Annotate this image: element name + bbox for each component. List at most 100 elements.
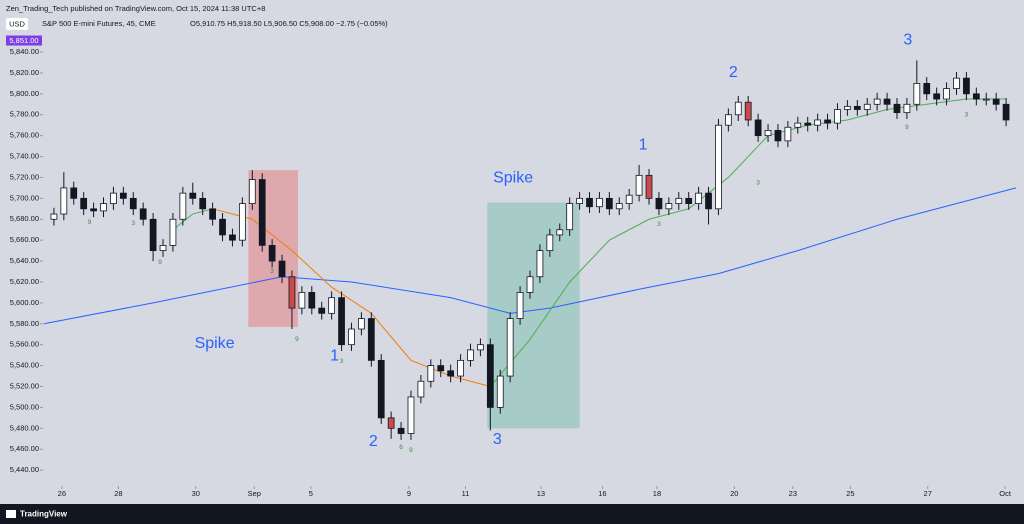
candle-body	[536, 250, 544, 278]
y-tick-label: 5,760.00	[10, 131, 39, 140]
price-label: 5,851.00	[9, 36, 38, 45]
annotation: 1	[330, 347, 339, 364]
candle-body	[685, 197, 693, 204]
candle-body	[655, 197, 663, 210]
candle-body	[963, 77, 970, 95]
x-tick-label: Sep	[248, 489, 261, 498]
candle-body	[407, 396, 415, 434]
count-label: 3	[965, 111, 969, 118]
candle-body	[70, 187, 78, 199]
candle-body	[100, 203, 107, 212]
y-tick-label: 5,700.00	[10, 193, 39, 202]
x-tick-label: 11	[462, 489, 470, 498]
y-tick-label: 5,580.00	[10, 319, 39, 328]
ohlc: O5,910.75 H5,918.50 L5,906.50 C5,908.00 …	[190, 19, 388, 28]
candle-body	[238, 203, 246, 241]
annotation: 2	[729, 64, 738, 81]
candle-body	[744, 101, 752, 121]
annotation: Spike	[195, 335, 235, 352]
logo	[6, 510, 16, 518]
candle-body	[219, 218, 226, 236]
candle-body	[982, 98, 990, 101]
x-tick-label: 23	[789, 489, 797, 498]
candle-body	[139, 208, 147, 220]
y-tick-label: 5,480.00	[10, 423, 39, 432]
x-tick-label: 18	[653, 489, 661, 498]
candle-body	[734, 101, 742, 116]
x-tick-label: 25	[846, 489, 854, 498]
x-tick-label: 30	[192, 489, 200, 498]
x-tick-label: 5	[309, 489, 313, 498]
y-tick-label: 5,680.00	[10, 214, 39, 223]
y-tick-label: 5,500.00	[10, 402, 39, 411]
moving-average	[489, 98, 1007, 387]
candle-body	[943, 88, 950, 100]
candle-body	[893, 103, 901, 114]
candle-body	[883, 98, 891, 105]
candle-body	[278, 260, 286, 278]
candle-body	[804, 122, 812, 126]
moving-average	[172, 208, 213, 231]
y-tick-label: 5,740.00	[10, 152, 39, 161]
symbol: S&P 500 E-mini Futures, 45, CME	[42, 19, 156, 28]
candle-body	[863, 103, 871, 110]
plot: 5,440.00 5,460.00 5,480.00 5,500.00 5,520.00…	[6, 32, 1017, 498]
candle-body	[853, 105, 861, 110]
candle-body	[992, 98, 1000, 105]
y-tick-label: 5,540.00	[10, 361, 39, 370]
candle-body	[159, 244, 167, 252]
y-tick-label: 5,820.00	[10, 68, 39, 77]
candle-body	[50, 213, 58, 220]
y-tick-label: 5,840.00	[10, 47, 39, 56]
annotation: 3	[493, 431, 502, 448]
candle-body	[90, 208, 97, 212]
candle-body	[417, 380, 425, 398]
y-tick-label: 5,660.00	[10, 235, 39, 244]
footer	[0, 504, 1024, 524]
candle-body	[377, 359, 385, 419]
candle-body	[635, 174, 643, 196]
candle-body	[477, 344, 484, 351]
x-tick-label: Oct	[999, 489, 1012, 498]
count-label: 3	[657, 221, 661, 228]
annotation: 3	[903, 32, 912, 49]
candle-body	[873, 98, 881, 105]
candle-body	[60, 187, 68, 215]
candle-body	[605, 197, 613, 210]
candle-body	[397, 427, 405, 434]
count-label: 6	[399, 444, 403, 451]
candle-body	[119, 192, 127, 199]
candle-body	[724, 114, 732, 126]
candle-body	[1002, 103, 1010, 121]
count-label: 9	[295, 336, 299, 343]
currency: USD	[9, 19, 25, 28]
count-label: 3	[756, 179, 760, 186]
candle-body	[437, 365, 445, 372]
candle-body	[516, 292, 524, 319]
candle-body	[467, 349, 474, 361]
candle-body	[328, 297, 336, 314]
candle-body	[972, 93, 980, 100]
moving-average	[43, 187, 1017, 325]
candle-body	[129, 197, 137, 210]
candle-body	[506, 318, 514, 377]
candle-body	[784, 126, 792, 142]
count-label: 3	[131, 220, 135, 227]
candle-body	[645, 174, 653, 199]
candle-body	[625, 194, 633, 204]
y-tick-label: 5,600.00	[10, 298, 39, 307]
count-label: 3	[340, 358, 344, 365]
candle-body	[834, 109, 841, 124]
candle-body	[556, 229, 564, 236]
candle-body	[248, 179, 256, 204]
count-label: 3	[270, 268, 274, 275]
candle-body	[566, 203, 574, 231]
count-label: 9	[409, 447, 413, 454]
y-tick-label: 5,800.00	[10, 89, 39, 98]
annotation: 2	[369, 433, 378, 450]
brand: TradingView	[20, 510, 68, 519]
candle-body	[526, 276, 534, 293]
candle-body	[298, 292, 306, 309]
currency-box	[6, 18, 28, 30]
